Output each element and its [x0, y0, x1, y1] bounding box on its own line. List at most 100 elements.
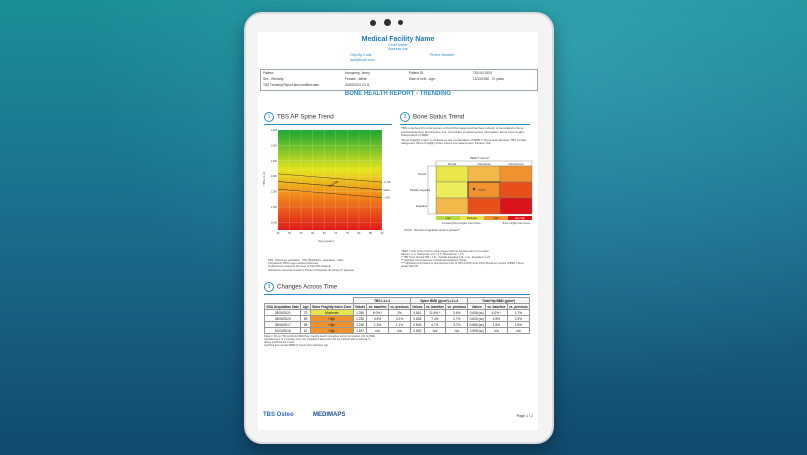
- table-cell: n/a: [506, 327, 531, 334]
- x-tick-label: 50: [288, 231, 291, 235]
- table-row: 10/04/2016 67 High 1.187 n/a n/a 0.802 n/a n/a 0.…: [263, 327, 531, 334]
- camera-icon: [384, 19, 391, 26]
- dob-label: Date of birth - Age:: [409, 77, 436, 81]
- facility-name: Medical Facility Name: [361, 36, 435, 43]
- zone-curve-label: Mean: [384, 189, 391, 192]
- section-1-rule: [264, 124, 392, 125]
- bone-status-text: TBS is derived from the texture of the D…: [401, 126, 529, 146]
- changes-table: TBS L1-L4 Spine BMD (g/cm²) L1-L4 Total …: [263, 297, 531, 334]
- table-cell: 10/04/2016: [263, 327, 302, 334]
- table-row: 28/05/2021 70 Moderate 1.256 6.0% * 2% 0.841 11…: [263, 309, 531, 316]
- matrix-row: Degraded: [416, 205, 428, 208]
- section-3-number: 3: [264, 282, 274, 292]
- table-cell: n/a: [445, 327, 469, 334]
- page-number: Page 1 / 2: [516, 414, 533, 418]
- y-tick-label: 1.300: [271, 174, 278, 178]
- y-tick-label: 1.200: [271, 190, 278, 194]
- report-title: BONE HEALTH REPORT - TRENDING: [344, 91, 452, 97]
- matrix-row: Normal: [418, 173, 427, 176]
- x-tick-label: 55: [300, 231, 303, 235]
- section-2-heading: 2 Bone Status Trend: [400, 112, 464, 122]
- y-tick-label: 1.500: [271, 143, 278, 147]
- x-tick-label: 85: [369, 231, 372, 235]
- x-axis-label: Age (years): [318, 239, 334, 243]
- x-tick-label: 90: [381, 231, 384, 235]
- section-1-title: TBS AP Spine Trend: [277, 113, 334, 121]
- sex-value: Female - White: [345, 77, 367, 81]
- matrix-row: Partially degraded: [410, 189, 431, 192]
- chart-zone-background: [278, 130, 382, 230]
- table-cell: High: [309, 327, 354, 334]
- table-note: (ss) Bone and extended BMD (4 zones) whe…: [264, 344, 329, 347]
- table-cell: 0.698 (ss): [467, 327, 487, 334]
- zone-label: Moderate: [467, 217, 478, 220]
- zone-curve-label: -1 SD: [384, 197, 391, 200]
- section-3-heading: 3 Changes Across Time: [264, 282, 337, 292]
- chief-name: Chief Name: [388, 43, 408, 47]
- arrow-note: Direction of significant trend vs previo…: [414, 229, 460, 232]
- city-zip: City/Zip Code: [350, 52, 372, 57]
- footnote: **** Significant trend based on intra-pr…: [401, 262, 524, 268]
- medimaps-logo: MEDIMAPS: [313, 412, 346, 418]
- section-1-heading: 1 TBS AP Spine Trend: [264, 112, 334, 122]
- section-3-rule: [264, 294, 530, 295]
- chart-note: Self-device correction based on Trisoun …: [268, 268, 354, 272]
- table-cell: n/a: [366, 327, 389, 334]
- y-tick-label: 1.000: [271, 220, 278, 224]
- reference-curve: [277, 181, 383, 191]
- legend-right: Bone Fragility Index Zones: [503, 222, 531, 225]
- sensor-dot: [398, 20, 403, 25]
- patient-label: Patient:: [263, 71, 274, 75]
- x-tick-label: 65: [323, 231, 326, 235]
- section-2-number: 2: [400, 112, 410, 122]
- section-2-title: Bone Status Trend: [413, 113, 465, 121]
- x-tick-label: 75: [346, 231, 349, 235]
- report-header: Medical Facility Name Chief Name Address…: [258, 36, 538, 66]
- modified-label: TBS Trending Report last modified date:: [263, 83, 320, 87]
- sex-label: Sex - Ethnicity:: [263, 77, 285, 81]
- patient-id-label: Patient ID:: [409, 71, 424, 75]
- data-point: [331, 183, 334, 186]
- table-cell: 1.187: [352, 327, 368, 334]
- zone-label: Low: [446, 217, 451, 220]
- phone: Phone Number: [430, 52, 455, 57]
- data-point: [328, 184, 331, 188]
- footnote: ** TBS Trend: Normal TBS > 1.31 ; Partia…: [401, 256, 490, 259]
- data-point: [333, 181, 336, 184]
- x-tick-label: 80: [357, 231, 360, 235]
- footnote: *** Significant trend based on minimal l…: [401, 259, 467, 262]
- y-tick-label: 1.600: [271, 128, 278, 132]
- zone-label: Very high: [515, 217, 526, 220]
- footnote: * BMD T-score is the minimum value of gi…: [401, 250, 490, 253]
- y-tick-label: 1.400: [271, 159, 278, 163]
- chart-note: TBS : Reference population : USA (NHANES…: [268, 259, 344, 262]
- table-notes: Patient < 65 y/o: TBS is FDA for BMD Onl…: [264, 335, 464, 347]
- reference-curve: [277, 173, 383, 183]
- table-cell: n/a: [485, 327, 508, 334]
- bone-status-paragraph: "Bone Fragility Index" is defined as the…: [401, 137, 527, 146]
- report-footer: TBS Osteo MEDIMAPS Page 1 / 2: [261, 412, 535, 424]
- table-cell: n/a: [387, 327, 412, 334]
- matrix-col: Osteoporosis: [508, 162, 524, 166]
- table-note: Values and Numbers in bold.: [264, 341, 295, 344]
- bone-status-paragraph: TBS is derived from the texture of the D…: [401, 126, 525, 138]
- table-row: 28/06/2020 69 High 1.236 4.6% 3.1% 0.806 7.4% 2.…: [263, 315, 531, 322]
- matrix-col: Normal: [448, 162, 457, 166]
- tbs-trend-chart: 1.600 1.500 1.400 1.300 1.200 1.100 1.000 45 50…: [262, 128, 391, 243]
- chart-notes: TBS : Reference population : USA (NHANES…: [268, 259, 393, 272]
- patient-name: Humphrey, Jenny: [345, 71, 370, 75]
- patient-info-box: Patient: Humphrey, Jenny Patient ID: TEU…: [260, 69, 538, 91]
- footnote: Normal ≥ -1.0, Osteopenia -1.0 to -2.5, …: [401, 253, 465, 256]
- matrix-title: BMD T-Score*: [470, 156, 490, 160]
- patient-id: TEU-00-5574: [473, 71, 493, 75]
- x-tick-label: 45: [277, 231, 280, 235]
- y-tick-label: 1.100: [271, 205, 278, 209]
- legend-left: Increasing Bone Fragility Index Zones: [442, 222, 481, 225]
- section-2-rule: [400, 124, 530, 125]
- report-page[interactable]: Medical Facility Name Chief Name Address…: [258, 32, 538, 430]
- tbs-osteo-logo: TBS Osteo: [263, 412, 294, 418]
- table-cell: n/a: [423, 327, 447, 334]
- x-tick-label: 70: [334, 231, 337, 235]
- section-1-number: 1: [264, 112, 274, 122]
- table-row: 28/06/2017 68 High 1.198 1.3% 1.1% 0.805 4.7% 3.…: [263, 321, 531, 328]
